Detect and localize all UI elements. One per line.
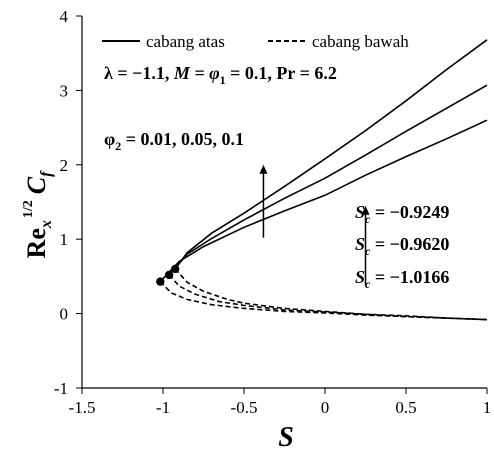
lower-branch-line-3 (159, 281, 488, 321)
legend: cabang atas cabang bawah (102, 32, 409, 51)
x-tick-label: -1.5 (69, 398, 96, 417)
y-tick-label: 4 (60, 7, 69, 26)
sc1-value: = −0.9249 (370, 202, 449, 222)
x-tick-label: 0.5 (395, 398, 416, 417)
y-tick-label: 2 (60, 156, 69, 175)
arrow-head-1 (361, 205, 370, 215)
upper-branch-line-2 (174, 39, 488, 270)
sc-annotation-3: Sc = −1.0166 (355, 267, 449, 291)
x-tick-label: -1 (156, 398, 170, 417)
lower-branch-line-4 (168, 274, 488, 321)
y-title-c: C (22, 176, 51, 194)
sc-annotation-2: Sc = −0.9620 (355, 234, 449, 258)
upper-branch-line-0 (159, 119, 488, 283)
critical-point-0 (156, 277, 165, 286)
sc1-s: S (355, 202, 365, 222)
y-axis-title: Rex1/2 Cf (21, 170, 55, 259)
legend-label-lower: cabang bawah (312, 32, 409, 51)
phi2-sub: 2 (115, 139, 121, 153)
params-rest: = 0.1, Pr = 6.2 (226, 63, 337, 83)
x-axis-title: S (278, 422, 294, 453)
phi2-prefix: φ (104, 129, 115, 149)
y-title-sub-f: f (38, 170, 55, 177)
params-annotation: λ = −1.1, M = φ1 = 0.1, Pr = 6.2 (104, 63, 337, 87)
legend-label-upper: cabang atas (146, 32, 225, 51)
y-title-re: Re (22, 228, 51, 258)
y-title-sub-x: x (38, 220, 55, 229)
params-lambda: λ = −1.1, (104, 63, 174, 83)
upper-branch-line-1 (168, 84, 488, 276)
y-tick-label: 3 (60, 81, 69, 100)
y-tick-label: -1 (54, 379, 68, 398)
x-tick-label: 1 (483, 398, 492, 417)
sc2-value: = −0.9620 (370, 234, 449, 254)
sc2-s: S (355, 234, 365, 254)
sc-annotation-1: Sc = −0.9249 (355, 202, 449, 226)
sc3-s: S (355, 267, 365, 287)
y-title-sup: 1/2 (21, 200, 36, 218)
sc3-sub: c (365, 277, 371, 291)
arrow-head-0 (259, 164, 268, 174)
x-tick-label: 0 (321, 398, 330, 417)
phi2-annotation: φ2 = 0.01, 0.05, 0.1 (104, 129, 244, 153)
params-sub1: 1 (220, 73, 226, 87)
sc2-sub: c (365, 244, 371, 258)
x-tick-label: -0.5 (231, 398, 258, 417)
sc3-value: = −1.0166 (370, 267, 449, 287)
critical-point-2 (170, 264, 180, 274)
critical-point-1 (164, 270, 174, 280)
y-tick-label: 1 (60, 230, 69, 249)
params-m-phi1: M = φ (173, 63, 220, 83)
sc1-sub: c (365, 212, 371, 226)
y-tick-label: 0 (60, 305, 69, 324)
phi2-values: = 0.01, 0.05, 0.1 (121, 129, 244, 149)
